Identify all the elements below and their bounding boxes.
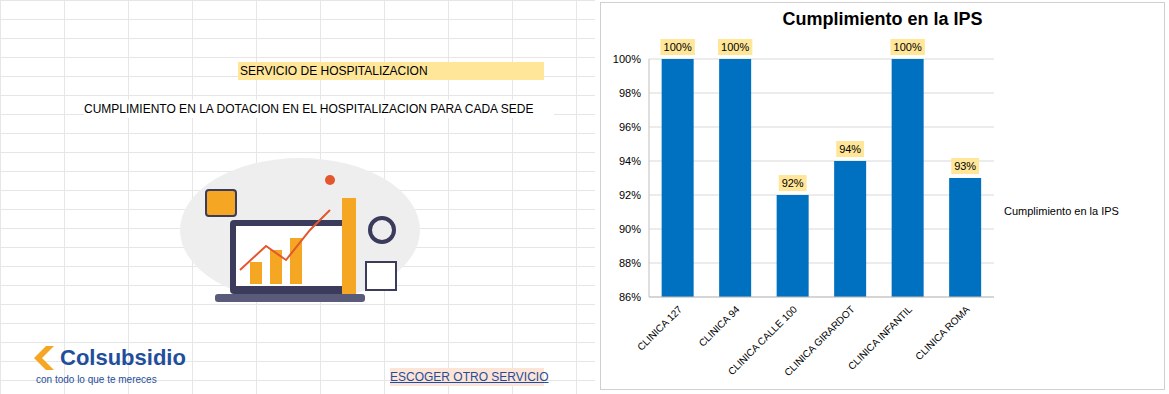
svg-text:92%: 92%	[619, 189, 641, 201]
svg-text:94%: 94%	[839, 143, 861, 155]
svg-text:100%: 100%	[721, 41, 749, 53]
html-text:CUMPLIMIENTO EN LA DOTACION EN: CUMPLIMIENTO EN LA DOTACION EN EL HOSPIT…	[84, 102, 534, 116]
svg-text:CLINICA ROMA: CLINICA ROMA	[913, 303, 972, 362]
svg-text:CLINICA 127: CLINICA 127	[635, 303, 684, 352]
svg-text:86%: 86%	[619, 291, 641, 303]
svg-text:CLINICA CALLE 100: CLINICA CALLE 100	[725, 303, 800, 378]
html-text:Cumplimiento en la IPS: Cumplimiento en la IPS	[1004, 205, 1119, 217]
svg-text:CLINICA 94: CLINICA 94	[697, 303, 742, 348]
svg-text:94%: 94%	[619, 155, 641, 167]
html-text:con todo lo que te mereces: con todo lo que te mereces	[36, 374, 157, 385]
svg-text:90%: 90%	[619, 223, 641, 235]
html-text:Colsubsidio: Colsubsidio	[60, 345, 186, 370]
svg-text:98%: 98%	[619, 87, 641, 99]
html-text:ESCOGER OTRO SERVICIO: ESCOGER OTRO SERVICIO	[390, 370, 549, 384]
svg-text:100%: 100%	[664, 41, 692, 53]
svg-text:100%: 100%	[613, 53, 641, 65]
svg-text:CLINICA GIRARDOT: CLINICA GIRARDOT	[782, 304, 857, 379]
svg-text:96%: 96%	[619, 121, 641, 133]
svg-text:92%: 92%	[782, 177, 804, 189]
html-text:SERVICIO DE HOSPITALIZACION: SERVICIO DE HOSPITALIZACION	[240, 64, 428, 78]
svg-text:93%: 93%	[954, 160, 976, 172]
svg-text:88%: 88%	[619, 257, 641, 269]
svg-text:100%: 100%	[894, 41, 922, 53]
svg-text:CLINICA INFANTIL: CLINICA INFANTIL	[846, 303, 915, 372]
html-text:Cumplimiento en la IPS: Cumplimiento en la IPS	[782, 9, 983, 29]
